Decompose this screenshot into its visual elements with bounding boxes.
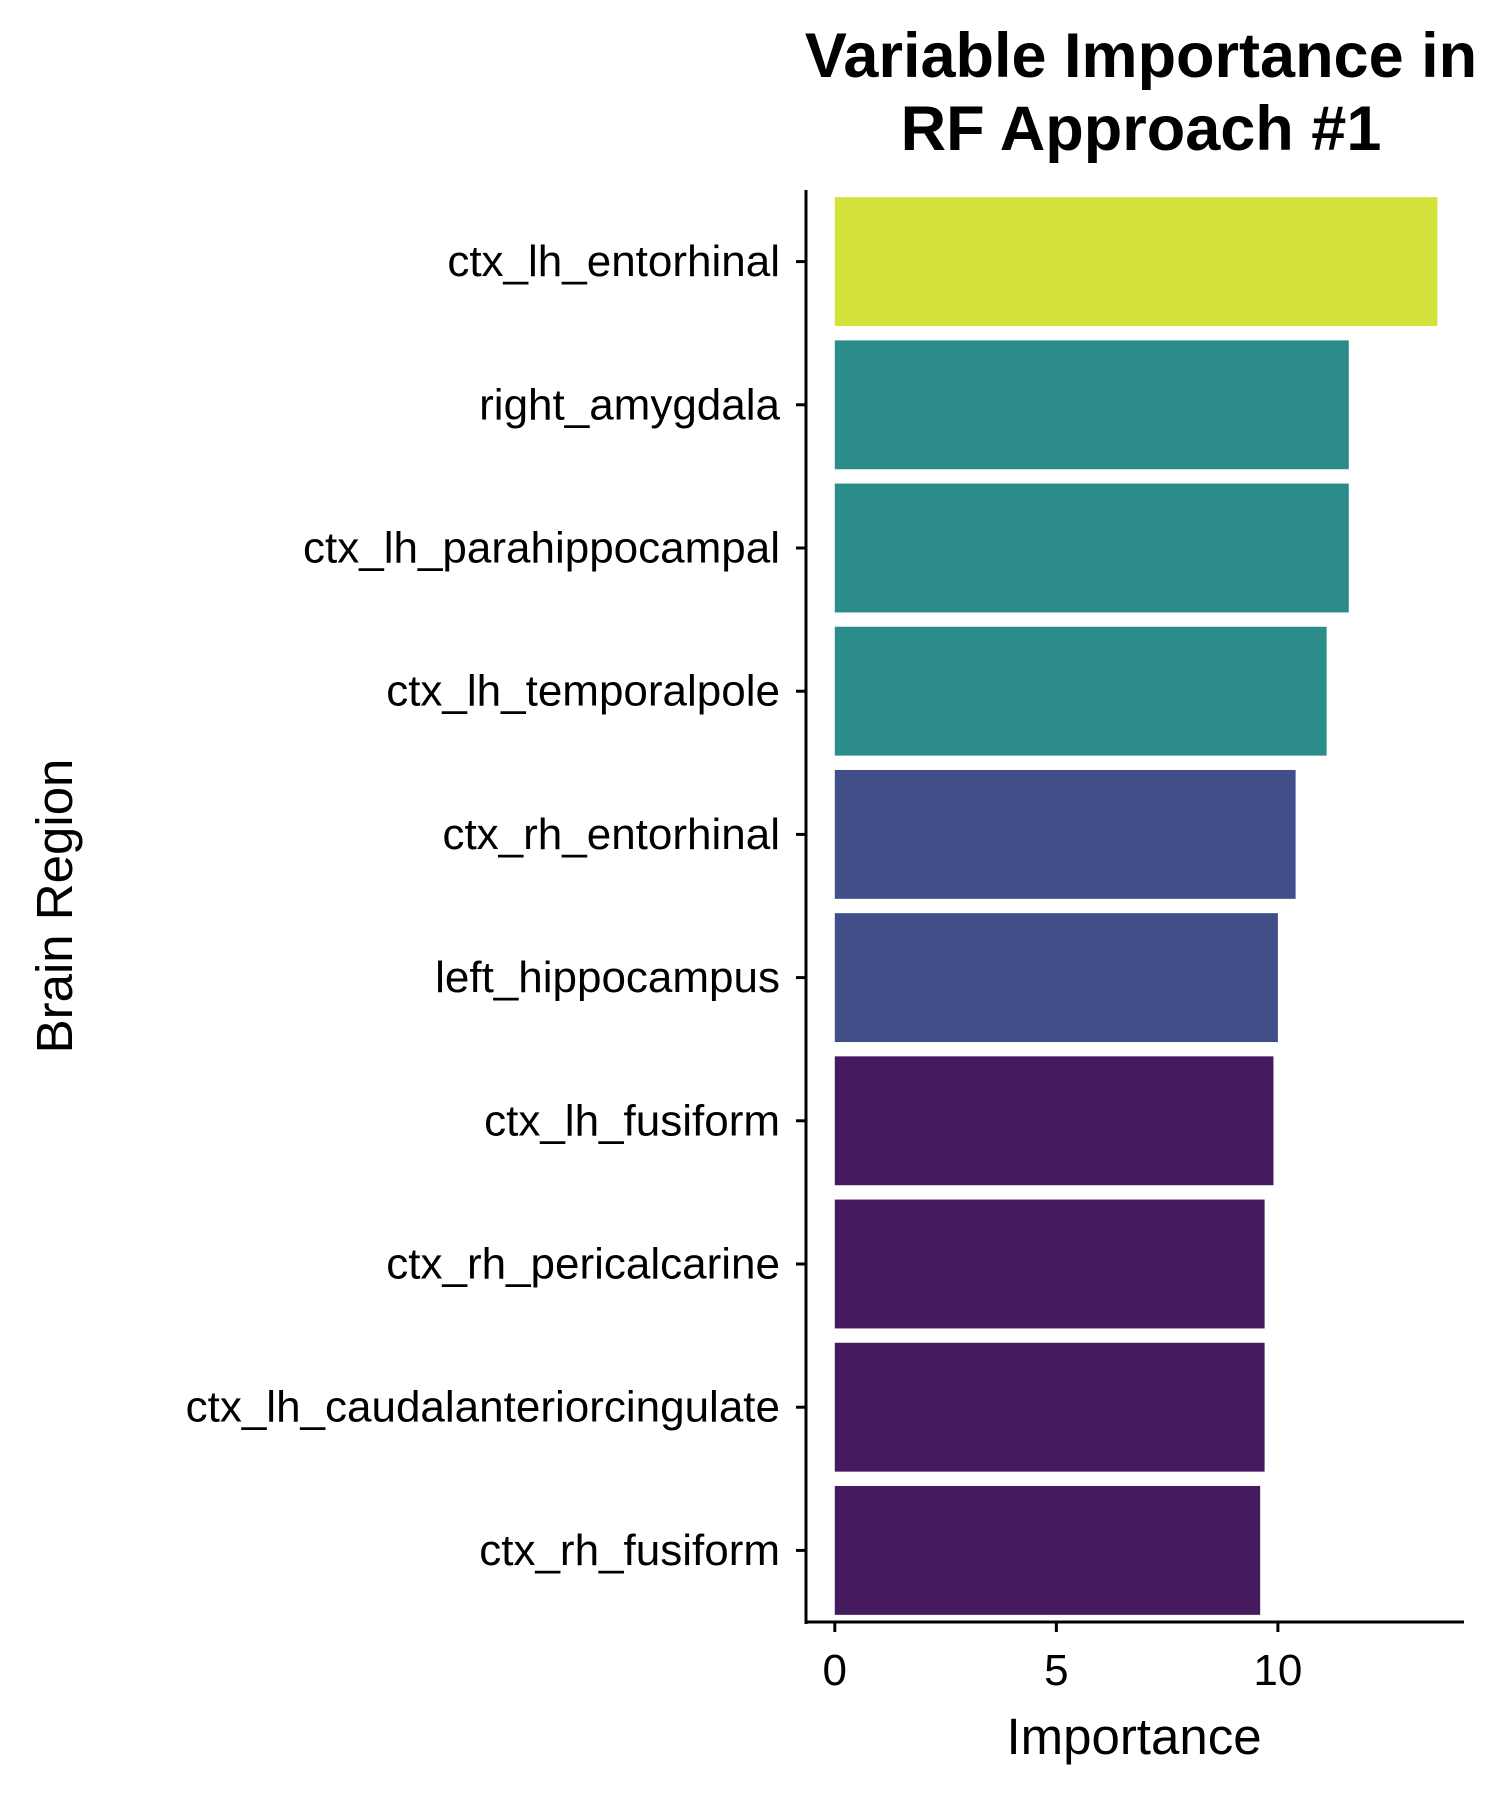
y-tick-label: ctx_rh_fusiform [479, 1526, 780, 1575]
x-axis: 0 5 10 [804, 1620, 1464, 1695]
y-tick-label: left_hippocampus [435, 953, 780, 1002]
y-tick-label: ctx_lh_temporalpole [386, 667, 780, 716]
chart-title-line-2: RF Approach #1 [901, 94, 1382, 164]
y-axis-title: Brain Region [26, 759, 83, 1054]
y-tick-label: ctx_lh_fusiform [484, 1096, 780, 1145]
bar-ctx_rh_entorhinal [834, 769, 1296, 899]
x-tick-label: 0 [823, 1646, 847, 1695]
bar-ctx_lh_entorhinal [834, 197, 1438, 327]
bars [834, 197, 1438, 1615]
bar-ctx_lh_caudalanteriorcingulate [834, 1342, 1265, 1472]
y-tick-label: ctx_lh_caudalanteriorcingulate [186, 1383, 780, 1432]
y-tick-label: ctx_lh_entorhinal [447, 237, 780, 286]
chart-title: Variable Importance in RF Approach #1 [805, 21, 1477, 164]
bar-right_amygdala [834, 340, 1349, 470]
bar-ctx_lh_temporalpole [834, 626, 1327, 756]
y-tick-label: ctx_lh_parahippocampal [303, 524, 780, 573]
y-axis: ctx_lh_entorhinal right_amygdala ctx_lh_pa… [186, 190, 808, 1624]
y-tick-label: ctx_rh_entorhinal [442, 810, 780, 859]
x-tick-label: 10 [1253, 1646, 1302, 1695]
bar-left_hippocampus [834, 913, 1278, 1043]
bar-ctx_lh_parahippocampal [834, 483, 1349, 613]
bar-ctx_rh_pericalcarine [834, 1199, 1265, 1329]
y-tick-label: right_amygdala [479, 380, 780, 429]
x-tick-label: 5 [1044, 1646, 1068, 1695]
chart-title-line-1: Variable Importance in [805, 21, 1477, 91]
bar-ctx_rh_fusiform [834, 1485, 1261, 1615]
x-axis-title: Importance [1006, 1708, 1261, 1765]
y-tick-label: ctx_rh_pericalcarine [386, 1240, 780, 1289]
bar-ctx_lh_fusiform [834, 1056, 1274, 1186]
